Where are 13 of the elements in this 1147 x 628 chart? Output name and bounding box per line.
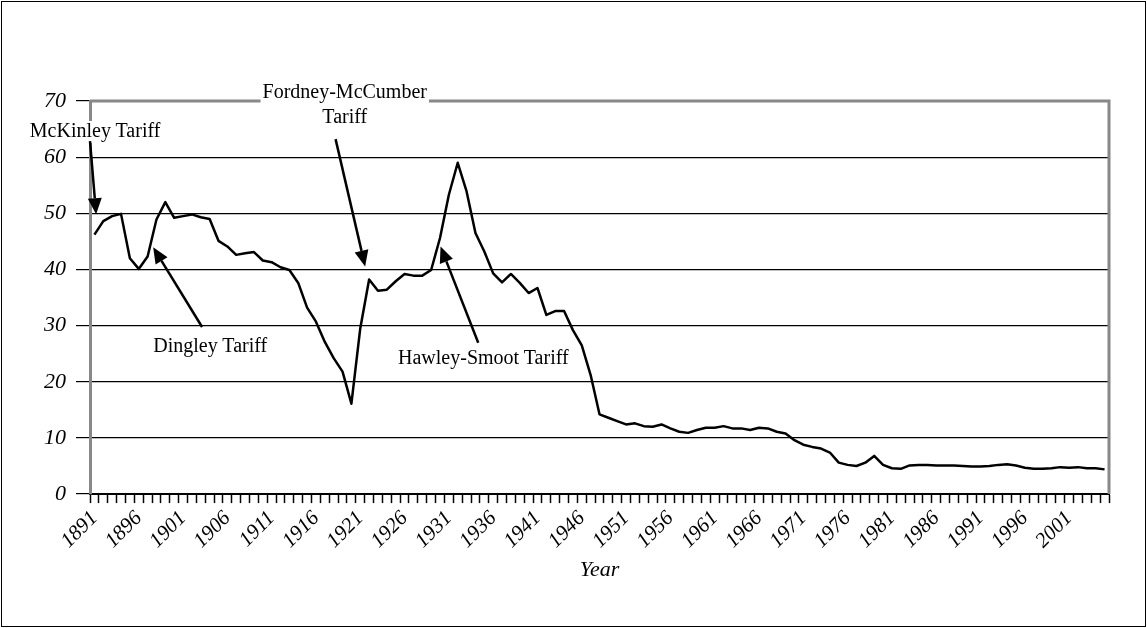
annotation: Fordney-McCumber Tariff <box>262 80 428 128</box>
y-tick-label: 30 <box>43 311 66 337</box>
y-tick-label: 50 <box>44 199 66 225</box>
y-tick-label: 10 <box>44 423 66 449</box>
y-tick-label: 70 <box>44 86 66 112</box>
annotation: Dingley Tariff <box>153 333 268 357</box>
y-tick-label: 60 <box>44 142 66 168</box>
x-axis-title: Year <box>579 555 620 581</box>
y-tick-label: 0 <box>55 479 66 505</box>
annotation: Hawley-Smoot Tariff <box>398 345 569 369</box>
y-tick-label: 40 <box>44 255 66 281</box>
annotation: McKinley Tariff <box>29 119 161 143</box>
y-tick-label: 20 <box>44 367 66 393</box>
